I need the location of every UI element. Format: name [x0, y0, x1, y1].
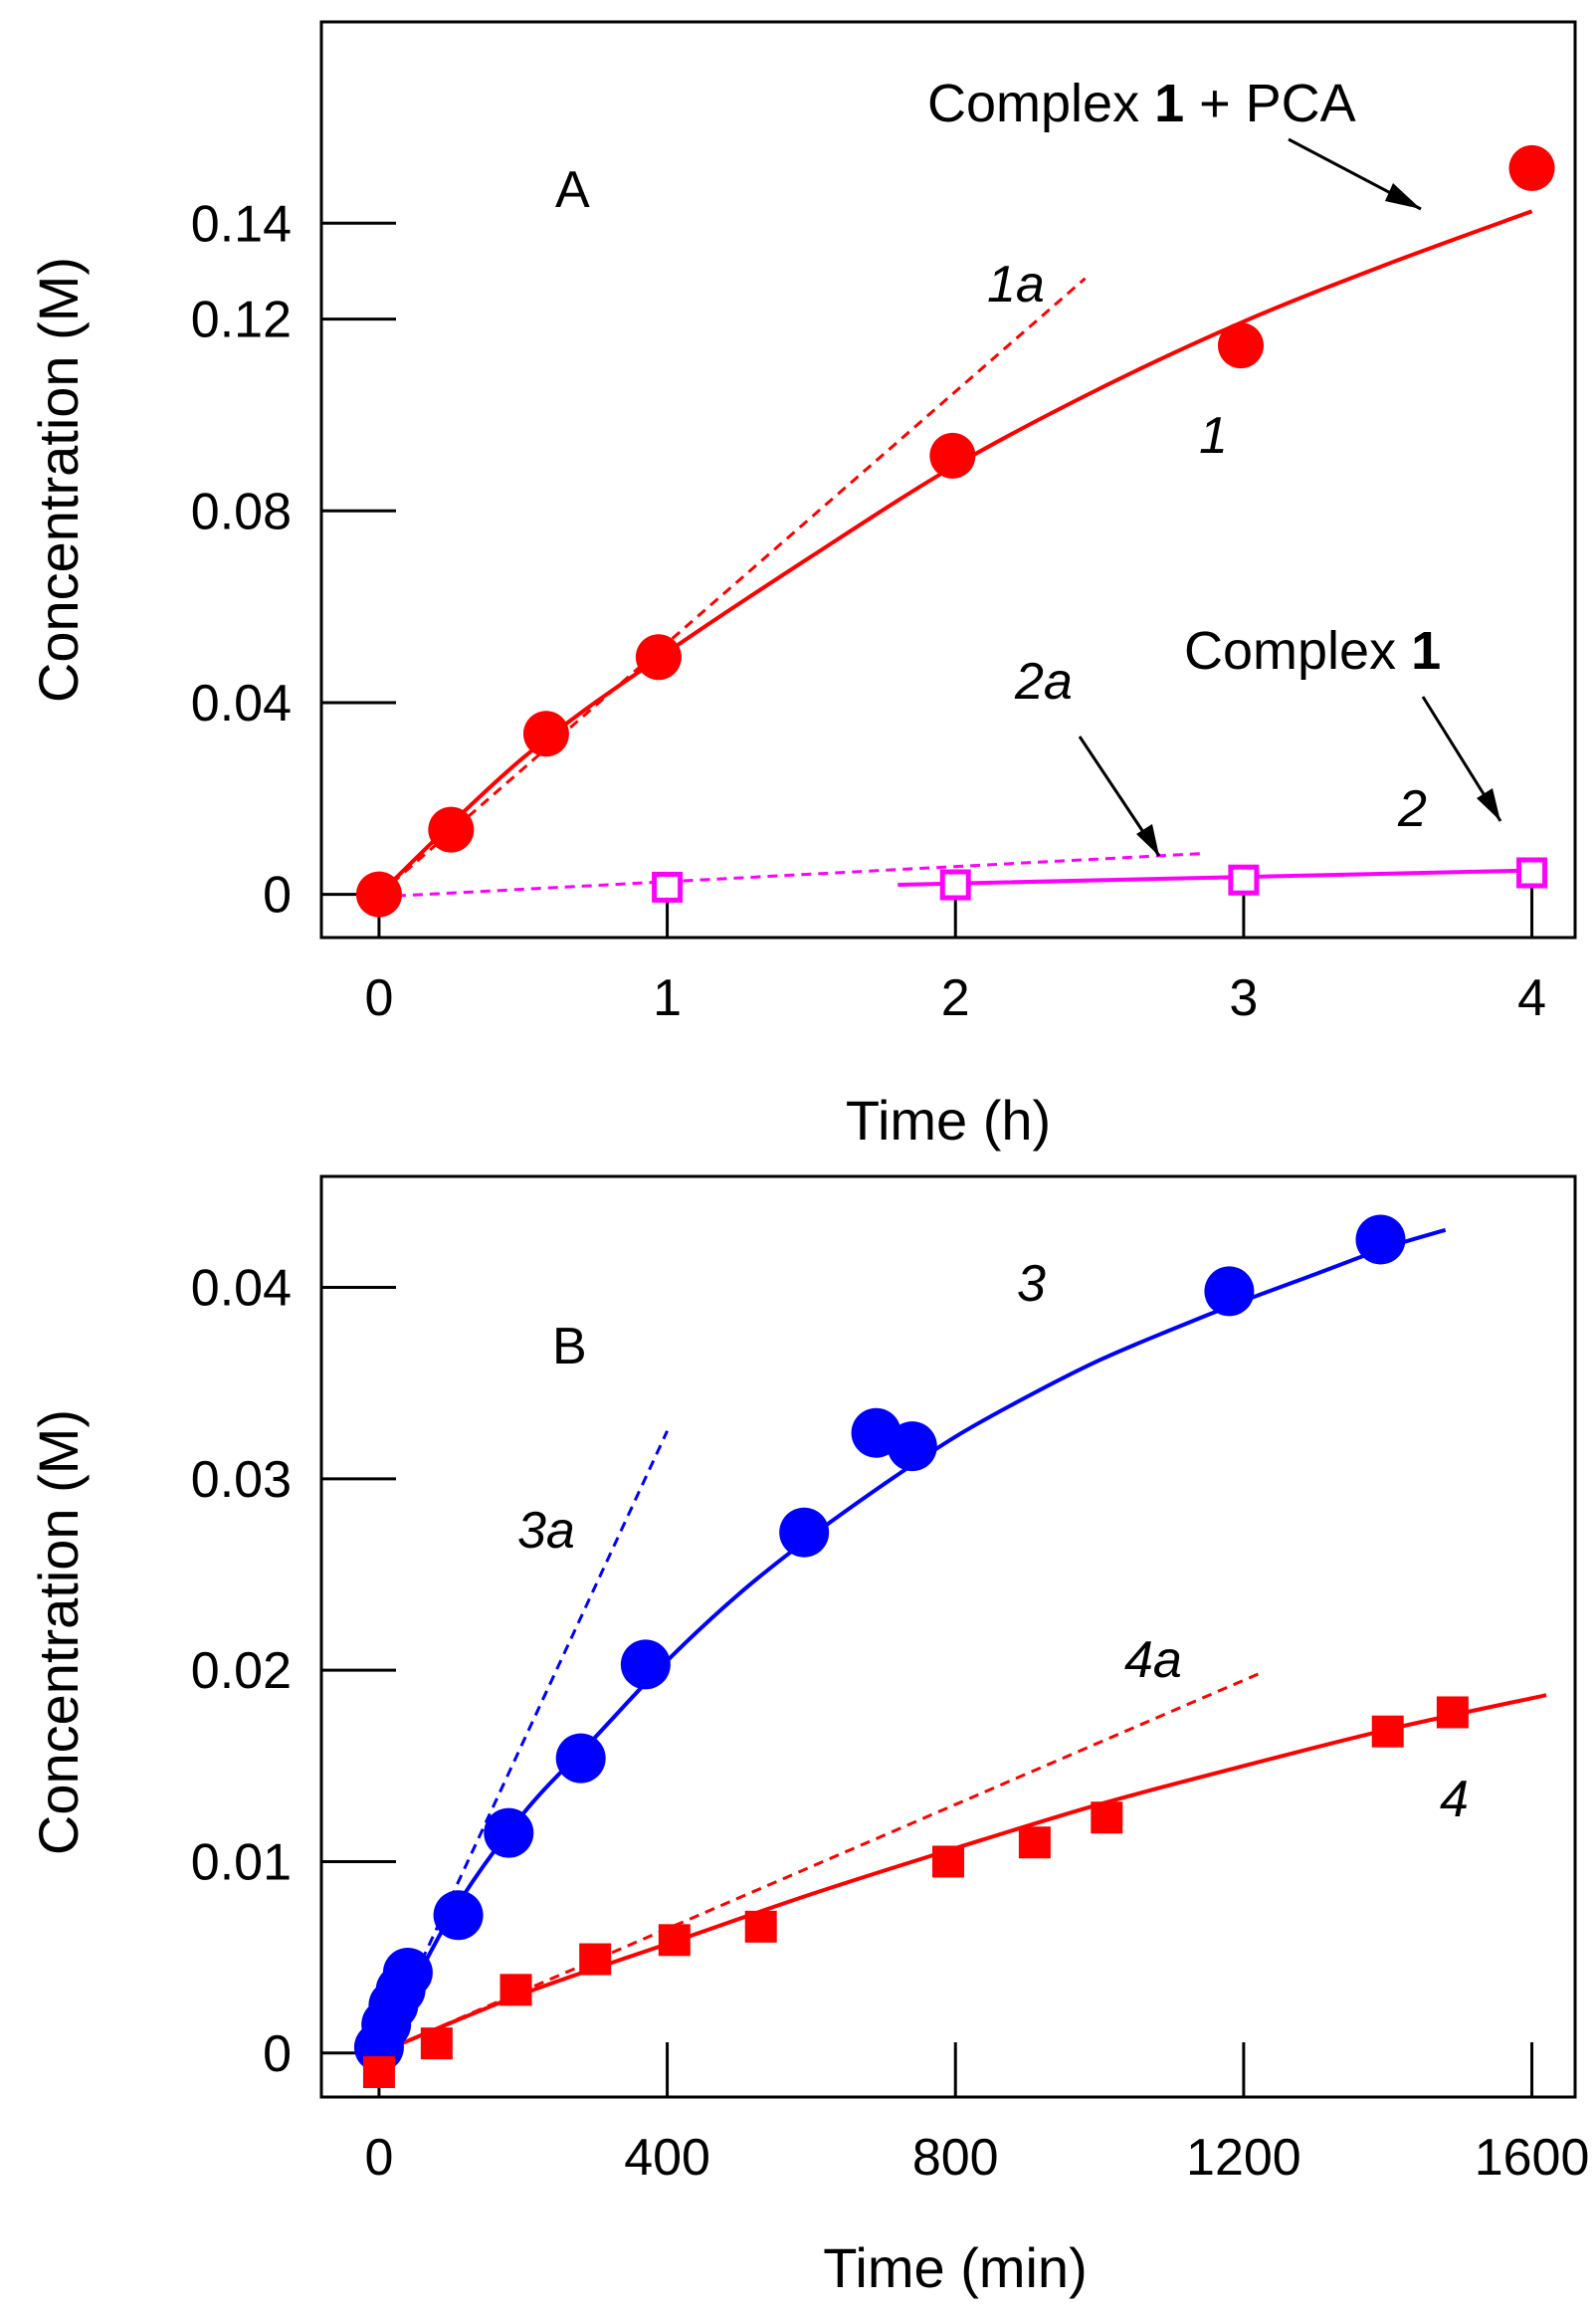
- curve-label-3: 3: [1017, 1255, 1046, 1313]
- data-point-series-3: [555, 1733, 606, 1784]
- panel-a-xtick-label: 0: [364, 969, 393, 1027]
- data-point-series-4: [932, 1845, 964, 1878]
- label-complex1-pca-b: 1: [1154, 74, 1184, 133]
- data-point-series-2: [1228, 864, 1260, 896]
- panel-a-ytick-label: 0.04: [191, 675, 292, 733]
- data-point-series-3: [1204, 1266, 1255, 1317]
- panel-a-xtick-label: 1: [653, 969, 682, 1027]
- panel-b-ylabel: Concentration (M): [27, 1409, 90, 1855]
- data-point-series-4: [362, 2056, 395, 2088]
- panel-a-xtick-label: 2: [941, 969, 970, 1027]
- data-point-series-3: [382, 1948, 433, 1998]
- data-point-series-2: [939, 869, 971, 901]
- data-point-series-4: [658, 1924, 691, 1957]
- panel-b: 0 0.01 0.02 0.03 0.04 0 400 800 1200 1600 Time (m…: [27, 1174, 1590, 2299]
- curve-label-4a: 4a: [1124, 1631, 1182, 1689]
- fit-curve-3: [377, 1227, 1447, 2054]
- data-point-series-1: [522, 711, 569, 757]
- panel-b-xtick-label: 400: [624, 2129, 710, 2187]
- label-complex1: Complex 1: [1184, 621, 1441, 681]
- panel-b-xtick-label: 1600: [1475, 2129, 1590, 2187]
- curve-label-1a: 1a: [987, 256, 1045, 314]
- data-point-series-3: [887, 1421, 937, 1472]
- curve-label-1: 1: [1199, 407, 1228, 465]
- data-point-series-2: [652, 871, 684, 903]
- label-complex1-pca-c: + PCA: [1184, 74, 1356, 133]
- panel-b-frame: [319, 1174, 1577, 2099]
- panel-b-ytick-label: 0.04: [191, 1260, 292, 1318]
- data-point-series-4: [1371, 1715, 1404, 1748]
- data-point-series-4: [579, 1943, 612, 1976]
- label-complex1-a: Complex: [1184, 621, 1411, 681]
- panel-a-tick-labels: 0 0.04 0.08 0.12 0.14 0 1 2 3 4: [191, 195, 1546, 1027]
- data-point-series-1: [428, 806, 475, 853]
- data-point-series-3: [484, 1807, 534, 1858]
- panel-a-ylabel: Concentration (M): [27, 257, 90, 703]
- panel-b-xtick-label: 800: [912, 2129, 999, 2187]
- tangent-line-2a: [378, 852, 1201, 899]
- panel-b-xtick-label: 1200: [1186, 2129, 1301, 2187]
- tangent-line-1a: [377, 277, 1087, 896]
- fit-curve-2: [898, 868, 1532, 888]
- panel-a-arrows: [1078, 137, 1502, 857]
- data-point-series-3: [433, 1890, 484, 1941]
- panel-a-tangent-lines: [377, 277, 1201, 899]
- data-point-series-3: [1355, 1214, 1406, 1265]
- arrow-complex1-pca-head: [1385, 183, 1421, 209]
- panel-b-ytick-label: 0.03: [191, 1451, 292, 1509]
- data-point-series-1: [635, 634, 682, 681]
- tangent-line-3a: [377, 1430, 669, 2054]
- panel-b-xlabel: Time (min): [823, 2236, 1087, 2299]
- panel-a-ytick-label: 0.08: [191, 483, 292, 540]
- curve-label-3a: 3a: [517, 1502, 575, 1560]
- panel-a-ytick-label: 0: [263, 867, 292, 925]
- data-point-series-4: [420, 2027, 453, 2060]
- panel-b-ytick-label: 0.02: [191, 1642, 292, 1700]
- fit-curve-1: [377, 209, 1533, 897]
- panel-b-ytick-label: 0: [263, 2025, 292, 2083]
- panel-a: 0 0.04 0.08 0.12 0.14 0 1 2 3 4 Time (h) Concentr…: [27, 20, 1577, 1152]
- data-point-series-4: [1091, 1801, 1123, 1834]
- panel-b-ytick-label: 0.01: [191, 1833, 292, 1891]
- data-point-series-4: [499, 1974, 532, 2006]
- label-complex1-pca-a: Complex: [927, 74, 1154, 133]
- data-point-series-1: [929, 432, 976, 479]
- panel-b-xtick-label: 0: [364, 2129, 393, 2187]
- panel-a-fit-curves: [377, 209, 1533, 897]
- curve-label-2: 2: [1397, 780, 1427, 838]
- data-point-series-4: [1436, 1696, 1469, 1729]
- curve-label-4: 4: [1440, 1771, 1469, 1828]
- label-complex1-b: 1: [1411, 621, 1441, 681]
- panel-a-letter: A: [555, 161, 590, 219]
- data-point-series-3: [779, 1507, 830, 1558]
- data-point-series-1: [355, 871, 402, 918]
- panel-b-tick-labels: 0 0.01 0.02 0.03 0.04 0 400 800 1200 1600: [191, 1260, 1590, 2187]
- panel-a-ticks: [321, 221, 1534, 938]
- arrow-2a-head: [1136, 824, 1159, 856]
- data-point-series-4: [744, 1910, 777, 1943]
- panel-a-ytick-label: 0.14: [191, 195, 292, 253]
- data-point-series-3: [620, 1639, 671, 1690]
- panel-b-data-points: [353, 1214, 1469, 2088]
- data-point-series-1: [1508, 144, 1555, 191]
- panel-a-xtick-label: 3: [1229, 969, 1258, 1027]
- data-point-series-2: [1516, 857, 1548, 889]
- panel-b-letter: B: [552, 1318, 587, 1375]
- arrow-complex1-head: [1477, 788, 1500, 821]
- curve-label-2a: 2a: [1014, 653, 1073, 711]
- data-point-series-1: [1218, 322, 1264, 369]
- panel-a-xtick-label: 4: [1517, 969, 1546, 1027]
- panel-a-ytick-label: 0.12: [191, 292, 292, 349]
- data-point-series-4: [1018, 1826, 1051, 1859]
- panel-a-data-points: [355, 144, 1555, 918]
- label-complex1-pca: Complex 1 + PCA: [927, 74, 1356, 133]
- panel-a-frame: [319, 20, 1577, 940]
- panel-a-xlabel: Time (h): [846, 1089, 1051, 1152]
